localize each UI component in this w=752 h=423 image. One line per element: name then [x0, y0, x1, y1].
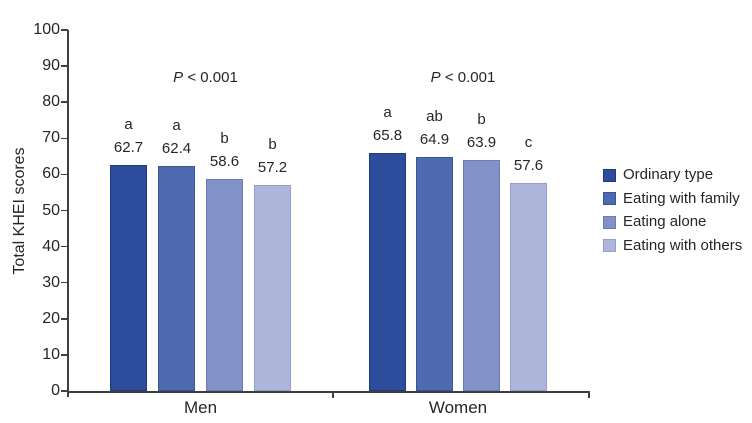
bar-women-0 [369, 153, 406, 391]
bar-women-1 [416, 156, 453, 391]
legend-swatch-icon [603, 239, 616, 252]
significance-letter: b [268, 135, 277, 153]
y-axis-tick [61, 354, 68, 356]
y-axis-tick-label: 70 [42, 129, 60, 147]
y-axis-line [67, 30, 69, 397]
legend-item-3: Eating with others [603, 236, 743, 254]
bar-value-label: 62.4 [161, 139, 192, 157]
y-axis-tick [61, 281, 68, 284]
y-axis-tick-label: 10 [42, 345, 60, 363]
category-label-women: Women [428, 398, 488, 417]
y-axis-tick [61, 65, 68, 67]
x-axis-tick [332, 391, 334, 398]
y-axis-tick [61, 209, 68, 212]
y-axis-tick [61, 245, 68, 248]
y-axis-tick [61, 390, 68, 392]
bar-men-3 [254, 184, 291, 391]
y-axis-tick [61, 29, 68, 31]
p-symbol: P [173, 69, 184, 86]
y-axis-tick-label: 20 [42, 309, 60, 327]
category-label-men: Men [183, 398, 218, 417]
bar-value-label: 64.9 [419, 130, 450, 148]
legend-label: Eating with family [623, 189, 740, 207]
bar-value-label: 57.2 [257, 158, 288, 176]
y-axis-tick-label: 30 [42, 273, 60, 291]
p-comparison: < 0.001 [440, 69, 496, 86]
bar-value-label: 65.8 [372, 127, 403, 145]
y-axis-tick [61, 101, 68, 103]
significance-letter: a [383, 104, 392, 122]
bar-men-1 [158, 165, 195, 391]
significance-letter: b [477, 111, 486, 129]
legend-label: Eating with others [623, 236, 743, 254]
legend-item-1: Eating with family [603, 189, 740, 207]
significance-letter: b [220, 130, 229, 148]
x-axis-tick [588, 391, 590, 398]
y-axis-tick-label: 60 [42, 165, 60, 183]
legend-label: Ordinary type [623, 166, 714, 183]
p-value-annotation: P < 0.001 [403, 69, 523, 87]
y-axis-tick-label: 90 [42, 57, 60, 75]
legend-swatch-icon [603, 192, 616, 205]
legend-swatch-icon [603, 168, 616, 182]
bar-men-0 [110, 164, 147, 391]
significance-letter: a [172, 116, 181, 134]
bar-men-2 [206, 179, 243, 391]
bar-women-3 [510, 183, 547, 391]
legend-swatch-icon [603, 215, 616, 229]
bar-value-label: 62.7 [113, 138, 144, 156]
bar-value-label: 58.6 [209, 153, 240, 171]
legend-item-2: Eating alone [603, 213, 707, 230]
y-axis-tick-label: 40 [42, 237, 60, 255]
bar-value-label: 57.6 [513, 157, 544, 175]
y-axis-tick [61, 137, 68, 140]
p-comparison: < 0.001 [183, 69, 238, 86]
y-axis-tick-label: 50 [42, 201, 60, 219]
y-axis-tick-label: 100 [33, 21, 60, 38]
y-axis-tick-label: 80 [42, 93, 60, 111]
p-symbol: P [430, 69, 441, 86]
significance-letter: a [124, 115, 133, 133]
bar-value-label: 63.9 [466, 134, 497, 152]
significance-letter: ab [426, 107, 443, 125]
bar-women-2 [463, 160, 500, 391]
significance-letter: c [524, 134, 533, 152]
legend-label: Eating alone [623, 213, 707, 230]
y-axis-tick [61, 318, 68, 320]
y-axis-tick-label: 0 [51, 382, 60, 399]
y-axis-tick [61, 173, 68, 176]
legend-item-0: Ordinary type [603, 166, 714, 183]
p-value-annotation: P < 0.001 [146, 69, 266, 87]
x-axis-line [67, 391, 589, 393]
